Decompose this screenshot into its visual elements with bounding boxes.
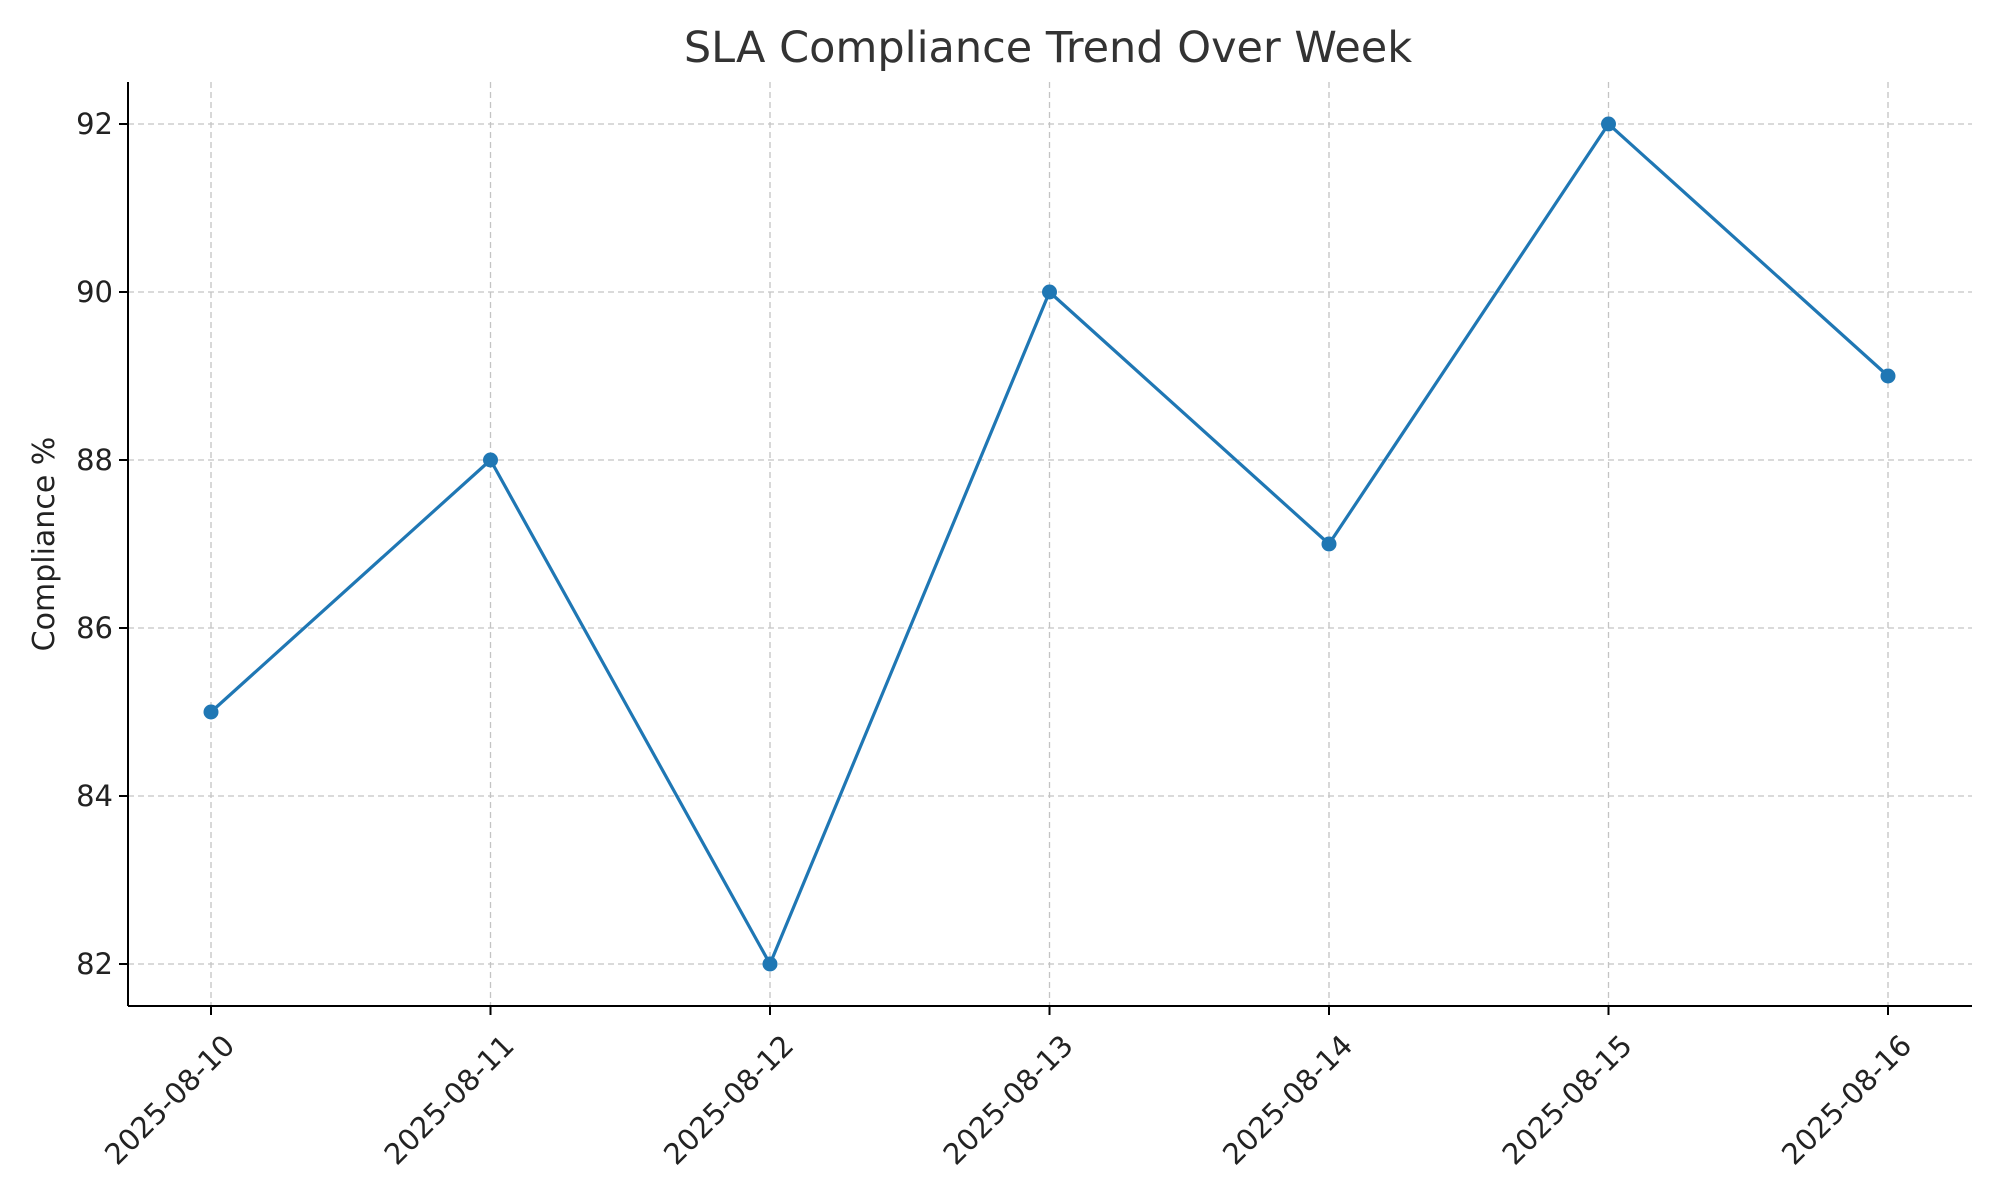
data-point [1042, 284, 1057, 300]
data-series [203, 116, 1896, 972]
tick-labels: 82 84 86 88 90 92 2025-08-10 2025-08-11 2025-08-… [76, 107, 1918, 1171]
y-axis-label: Compliance % [27, 437, 62, 652]
chart-title: SLA Compliance Trend Over Week [684, 23, 1412, 73]
x-tick-label: 2025-08-15 [1495, 1028, 1638, 1171]
x-tick-label: 2025-08-10 [98, 1028, 241, 1171]
data-point [1321, 536, 1337, 552]
data-point [1601, 116, 1616, 132]
y-tick-label: 82 [76, 947, 113, 981]
y-tick-label: 88 [76, 443, 113, 477]
y-tick-label: 90 [76, 275, 113, 309]
x-tick-label: 2025-08-11 [377, 1028, 520, 1171]
grid-lines [128, 82, 1972, 1006]
x-tick-label: 2025-08-16 [1775, 1028, 1918, 1171]
y-tick-label: 92 [76, 107, 113, 141]
x-tick-label: 2025-08-12 [657, 1028, 800, 1171]
data-point [1880, 368, 1896, 384]
y-tick-label: 86 [76, 611, 113, 645]
x-tick-label: 2025-08-14 [1216, 1028, 1359, 1171]
data-point [203, 704, 219, 720]
y-tick-label: 84 [76, 779, 113, 813]
x-tick-label: 2025-08-13 [936, 1028, 1079, 1171]
data-point [762, 956, 778, 972]
data-point [483, 452, 498, 468]
